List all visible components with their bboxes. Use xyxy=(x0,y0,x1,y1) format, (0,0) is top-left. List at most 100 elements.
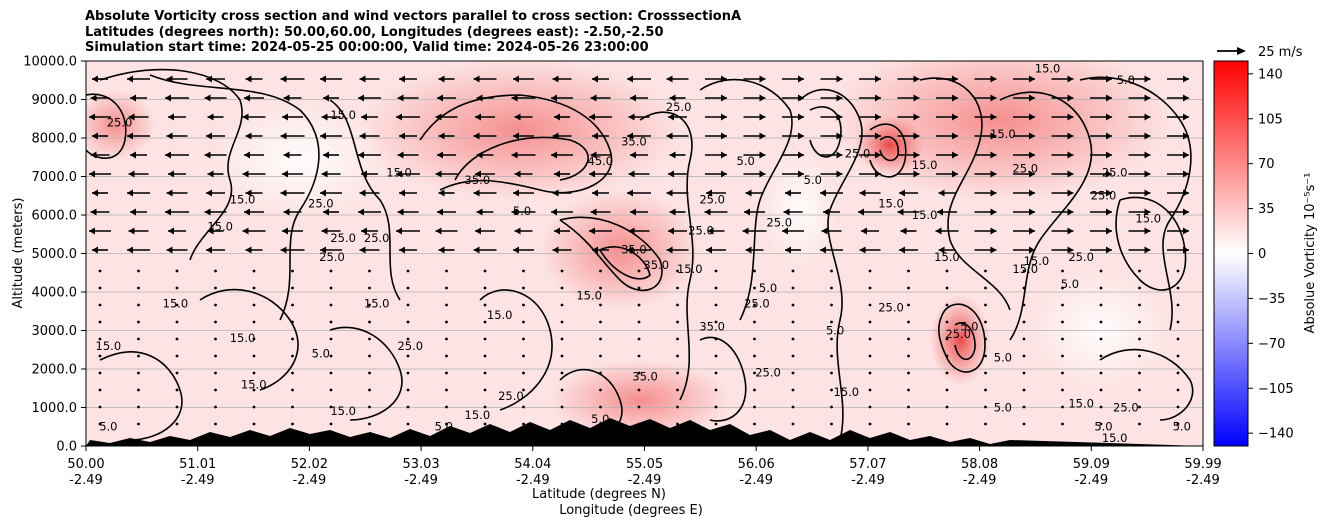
x-tick-label-lat: 55.05 xyxy=(626,457,663,472)
wind-vector-head xyxy=(875,170,881,178)
wind-vector xyxy=(175,354,179,358)
wind-vector xyxy=(329,388,333,392)
contour-label: 25.0 xyxy=(364,231,390,245)
wind-vector xyxy=(791,286,795,290)
wind-vector-head xyxy=(627,246,633,254)
contour-label: 25.0 xyxy=(845,146,871,160)
wind-vector-head xyxy=(1106,227,1112,235)
wind-vector-head xyxy=(166,189,173,197)
wind-vector xyxy=(522,405,525,409)
wind-vector xyxy=(984,405,987,409)
wind-vector-head xyxy=(836,132,843,140)
contour-label: 25.0 xyxy=(1068,250,1094,264)
wind-vector xyxy=(252,337,256,341)
wind-vector-head xyxy=(245,246,252,254)
contour-label: 25.0 xyxy=(308,196,334,210)
wind-vector-head xyxy=(952,132,958,140)
wind-vector-head xyxy=(1183,94,1189,102)
wind-vector-head xyxy=(707,227,714,235)
wind-vector xyxy=(714,405,718,409)
wind-vector xyxy=(406,303,410,307)
wind-vector xyxy=(984,337,987,341)
wind-vector-head xyxy=(280,132,287,140)
wind-vector-head xyxy=(952,94,958,102)
contour-label: 25.0 xyxy=(878,300,904,314)
field-blob xyxy=(86,90,155,160)
wind-vector-head xyxy=(437,208,443,216)
wind-vector-head xyxy=(361,113,367,121)
x-tick-label-lat: 51.01 xyxy=(179,457,216,472)
contour-label: 45.0 xyxy=(588,154,614,168)
contour-label: 5.0 xyxy=(1061,277,1079,291)
wind-vector xyxy=(252,354,256,358)
contour-label: 5.0 xyxy=(513,204,531,218)
wind-vector xyxy=(560,320,564,324)
wind-vector xyxy=(522,269,525,273)
wind-vector-head xyxy=(900,227,907,235)
x-tick-label-lat: 52.02 xyxy=(291,457,328,472)
wind-vector xyxy=(329,269,333,273)
x-tick-label-lon: -2.49 xyxy=(293,473,327,488)
wind-vector-head xyxy=(476,151,483,159)
wind-vector xyxy=(637,405,641,409)
wind-vector-head xyxy=(92,75,98,83)
wind-vector xyxy=(830,286,833,290)
y-tick-label: 5000.0 xyxy=(32,247,78,262)
wind-vector-head xyxy=(283,94,290,102)
colorbar-ticks: 140 105 70 35 0 −35 −70 −105 −140 xyxy=(1248,67,1294,442)
wind-vector xyxy=(445,371,448,375)
wind-vector xyxy=(1138,405,1141,409)
wind-vector-head xyxy=(706,246,712,254)
wind-vector xyxy=(1022,354,1026,358)
wind-vector xyxy=(291,269,294,273)
wind-vector xyxy=(791,388,795,392)
y-tick-label: 8000.0 xyxy=(32,132,78,147)
wind-vector-head xyxy=(554,113,560,121)
wind-vector-head xyxy=(128,170,135,178)
wind-vector-head xyxy=(628,227,635,235)
wind-vector-head xyxy=(435,113,442,121)
y-tick-label: 3000.0 xyxy=(32,324,78,339)
wind-vector xyxy=(445,354,448,358)
wind-vector xyxy=(406,354,410,358)
wind-vector xyxy=(945,405,949,409)
contour-label: 25.0 xyxy=(755,366,781,380)
wind-vector xyxy=(1099,422,1103,426)
x-tick-label-lat: 58.08 xyxy=(961,457,998,472)
wind-vector xyxy=(1176,422,1180,426)
wind-vector xyxy=(214,303,217,307)
wind-vector xyxy=(483,422,487,426)
wind-vector xyxy=(868,337,872,341)
wind-vector xyxy=(175,286,179,290)
wind-vector-head xyxy=(554,170,560,178)
wind-vector xyxy=(252,286,256,290)
wind-vector-head xyxy=(783,208,790,216)
wind-vector xyxy=(1099,286,1103,290)
wind-vector-head xyxy=(875,94,881,102)
wind-vector xyxy=(830,320,833,324)
wind-vector xyxy=(1138,337,1141,341)
wind-vector-head xyxy=(875,113,881,121)
wind-vector xyxy=(406,286,410,290)
contour-label: 5.0 xyxy=(1117,73,1135,87)
wind-vector xyxy=(637,303,641,307)
wind-vector-head xyxy=(1067,227,1074,235)
wind-vector xyxy=(406,337,410,341)
wind-vector xyxy=(1099,354,1103,358)
wind-vector-head xyxy=(669,208,676,216)
wind-vector xyxy=(98,388,102,392)
wind-vector-head xyxy=(1067,189,1074,197)
wind-vector-head xyxy=(628,170,635,178)
wind-vector xyxy=(984,269,987,273)
wind-vector-head xyxy=(759,94,766,102)
wind-vector-head xyxy=(323,208,329,216)
wind-vector-head xyxy=(590,94,597,102)
contour-label: 35.0 xyxy=(699,320,725,334)
contour-label: 15.0 xyxy=(1135,212,1161,226)
contour-label: 25.0 xyxy=(699,192,725,206)
wind-vector xyxy=(406,371,410,375)
wind-vector xyxy=(560,388,564,392)
wind-vector xyxy=(753,388,756,392)
wind-vector xyxy=(1176,303,1180,307)
wind-vector-head xyxy=(1106,189,1112,197)
